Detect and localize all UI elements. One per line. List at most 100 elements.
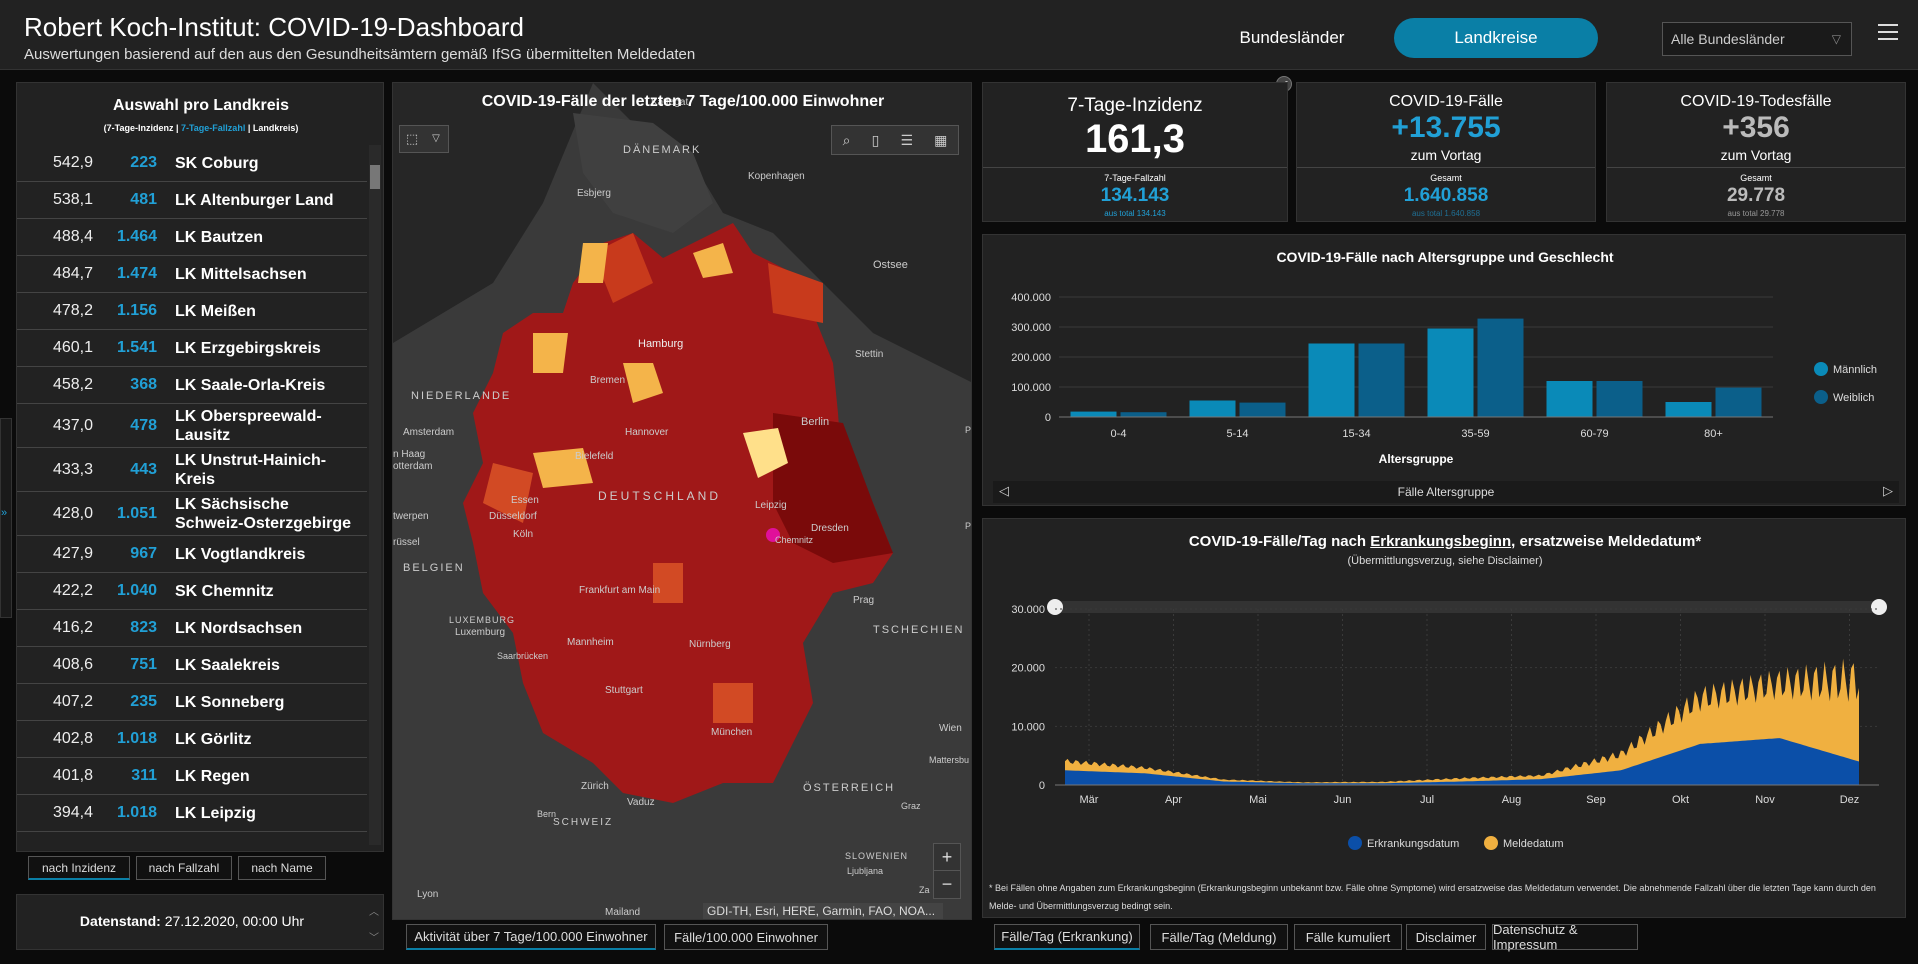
list-item-inzidenz: 460,1 [52, 339, 93, 356]
legend-icon[interactable]: ☰ [900, 131, 914, 148]
list-item[interactable]: 428,0 1.051 LK Sächsische Schweiz-Osterzge… [17, 492, 367, 536]
time-chart[interactable]: 0 10.000 20.000 30.000 Mär Apr Mai Jun Jul Aug Sep… [983, 519, 1907, 919]
legend-label-weiblich[interactable]: Weiblich [1833, 392, 1874, 404]
list-item-fallzahl: 235 [130, 693, 157, 710]
legend-swatch-weiblich[interactable] [1814, 390, 1828, 404]
bookmark-icon[interactable]: ▯ [871, 131, 880, 148]
scroll-down-icon[interactable]: ﹀ [369, 933, 379, 944]
list-item[interactable]: 408,6 751 LK Saalekreis [17, 647, 367, 684]
map-label-luxemburg: Luxemburg [455, 627, 505, 638]
bar-männlich-0-4[interactable] [1070, 411, 1117, 417]
time-chart-title-b[interactable]: Erkrankungsbeginn [1370, 533, 1512, 550]
tab-faelle-erkrankung[interactable]: Fälle/Tag (Erkrankung) [994, 924, 1140, 950]
search-icon[interactable]: ⌕ [842, 131, 851, 148]
area-meldedatum[interactable] [1065, 658, 1859, 785]
select-region-icon[interactable]: ⬚ [405, 131, 419, 146]
range-slider-handle-left[interactable] [1047, 599, 1063, 615]
bar-männlich-15-34[interactable] [1308, 343, 1355, 418]
bar-weiblich-60-79[interactable] [1596, 381, 1643, 417]
legend-label-meldedatum[interactable]: Meldedatum [1503, 838, 1564, 850]
range-slider-handle-right[interactable] [1871, 599, 1887, 615]
chevron-down-icon: ▽ [1831, 32, 1841, 46]
list-item-name: SK Coburg [175, 154, 259, 172]
sort-name-tab[interactable]: nach Name [238, 856, 326, 880]
map-label-saarbruecken: Saarbrücken [497, 651, 548, 661]
age-chart[interactable]: 0 100.000 200.000 300.000 400.000 0-4 5-14 15-3… [983, 235, 1907, 507]
region-select[interactable]: Alle Bundesländer ▽ [1662, 22, 1852, 56]
chevron-left-icon[interactable]: ◁ [999, 483, 1009, 498]
x-axis-label: Altersgruppe [1379, 452, 1454, 466]
legend-swatch-erkrankungsdatum[interactable] [1348, 836, 1362, 850]
list-item[interactable]: 394,4 1.018 LK Leipzig [17, 795, 367, 832]
sort-inzidenz-tab[interactable]: nach Inzidenz [28, 856, 130, 880]
map-label-bielefeld: Bielefeld [575, 451, 613, 462]
age-chart-footer: Fälle Altersgruppe [1397, 485, 1495, 499]
map-region-orange-2 [713, 683, 753, 723]
tab-disclaimer[interactable]: Disclaimer [1406, 924, 1486, 950]
scroll-up-icon[interactable]: ︿ [369, 907, 379, 918]
list-item[interactable]: 460,1 1.541 LK Erzgebirgskreis [17, 330, 367, 367]
map-canvas[interactable]: Kattegat DÄNEMARK Kopenhagen Esbjerg Ost… [393, 83, 972, 920]
list-item[interactable]: 458,2 368 LK Saale-Orla-Kreis [17, 367, 367, 404]
bar-weiblich-5-14[interactable] [1239, 402, 1286, 417]
map-tab-aktivitaet[interactable]: Aktivität über 7 Tage/100.000 Einwohner [406, 924, 656, 950]
list-item[interactable]: 484,7 1.474 LK Mittelsachsen [17, 256, 367, 293]
bar-weiblich-35-59[interactable] [1477, 318, 1524, 417]
list-scrollbar[interactable] [369, 145, 381, 845]
list-item[interactable]: 538,1 481 LK Altenburger Land [17, 182, 367, 219]
nav-bundeslaender-button[interactable]: Bundesländer [1239, 28, 1345, 47]
list-item[interactable]: 478,2 1.156 LK Meißen [17, 293, 367, 330]
tab-faelle-kumuliert[interactable]: Fälle kumuliert [1294, 924, 1402, 950]
list-item[interactable]: 427,9 967 LK Vogtlandkreis [17, 536, 367, 573]
list-item-inzidenz: 407,2 [52, 693, 93, 710]
bar-männlich-80+[interactable] [1665, 402, 1712, 417]
tab-datenschutz[interactable]: Datenschutz & Impressum [1492, 922, 1638, 952]
legend-label-männlich[interactable]: Männlich [1833, 364, 1877, 376]
list-item[interactable]: 422,2 1.040 SK Chemnitz [17, 573, 367, 610]
age-chart-panel: COVID-19-Fälle nach Altersgruppe und Ges… [982, 234, 1906, 506]
bar-männlich-5-14[interactable] [1189, 400, 1236, 418]
age-chart-title: COVID-19-Fälle nach Altersgruppe und Ges… [1276, 249, 1614, 265]
sort-fallzahl-tab[interactable]: nach Fallzahl [136, 856, 232, 880]
map-label-niederlande: NIEDERLANDE [411, 390, 511, 402]
list-item[interactable]: 542,9 223 SK Coburg [17, 145, 367, 182]
area-erkrankungsdatum[interactable] [1065, 738, 1859, 785]
bar-weiblich-80+[interactable] [1715, 387, 1762, 417]
map-tab-faelle[interactable]: Fälle/100.000 Einwohner [664, 924, 828, 950]
map-region-mv [768, 263, 823, 323]
map-label-essen: Essen [511, 495, 539, 506]
basemap-gallery-icon[interactable]: ▦ [934, 131, 948, 148]
map-label-koeln: Köln [513, 529, 533, 540]
bar-weiblich-0-4[interactable] [1120, 412, 1167, 417]
chevron-right-icon[interactable]: ▷ [1883, 483, 1893, 498]
list-item-name: LK Erzgebirgskreis [175, 339, 321, 357]
map-selection-tool[interactable]: ⬚ ▽ [399, 125, 449, 153]
nav-landkreise-button[interactable]: Landkreise [1394, 18, 1598, 58]
map-label-schweiz: SCHWEIZ [553, 817, 613, 828]
menu-icon[interactable] [1878, 24, 1898, 42]
bar-weiblich-15-34[interactable] [1358, 343, 1405, 418]
list-item[interactable]: 401,8 311 LK Regen [17, 758, 367, 795]
range-slider-track[interactable] [1055, 601, 1879, 613]
chevron-down-icon[interactable]: ▽ [432, 133, 440, 144]
list-item[interactable]: 407,2 235 LK Sonneberg [17, 684, 367, 721]
age-chart-scroller[interactable]: ◁ Fälle Altersgruppe ▷ [993, 481, 1899, 503]
list-scrollbar-thumb[interactable] [370, 165, 380, 189]
legend-swatch-männlich[interactable] [1814, 362, 1828, 376]
bar-männlich-60-79[interactable] [1546, 381, 1593, 417]
list-item[interactable]: 437,0 478 LK Oberspreewald-Lausitz [17, 404, 367, 448]
list-item[interactable]: 488,4 1.464 LK Bautzen [17, 219, 367, 256]
datenstand-panel: Datenstand: 27.12.2020, 00:00 Uhr ︿ ﹀ [16, 894, 384, 950]
list-item[interactable]: 402,8 1.018 LK Görlitz [17, 721, 367, 758]
legend-swatch-meldedatum[interactable] [1484, 836, 1498, 850]
map-region-lightyellow [743, 428, 788, 478]
zoom-out-button[interactable]: − [941, 874, 953, 894]
bar-männlich-35-59[interactable] [1427, 328, 1474, 418]
list-item[interactable]: 433,3 443 LK Unstrut-Hainich-Kreis [17, 448, 367, 492]
legend-label-erkrankungsdatum[interactable]: Erkrankungsdatum [1367, 838, 1459, 850]
side-collapse-handle[interactable]: » [0, 418, 12, 618]
tab-faelle-meldung[interactable]: Fälle/Tag (Meldung) [1150, 924, 1288, 950]
list-item-inzidenz: 427,9 [52, 545, 93, 562]
list-item[interactable]: 416,2 823 LK Nordsachsen [17, 610, 367, 647]
zoom-in-button[interactable]: + [934, 844, 960, 871]
